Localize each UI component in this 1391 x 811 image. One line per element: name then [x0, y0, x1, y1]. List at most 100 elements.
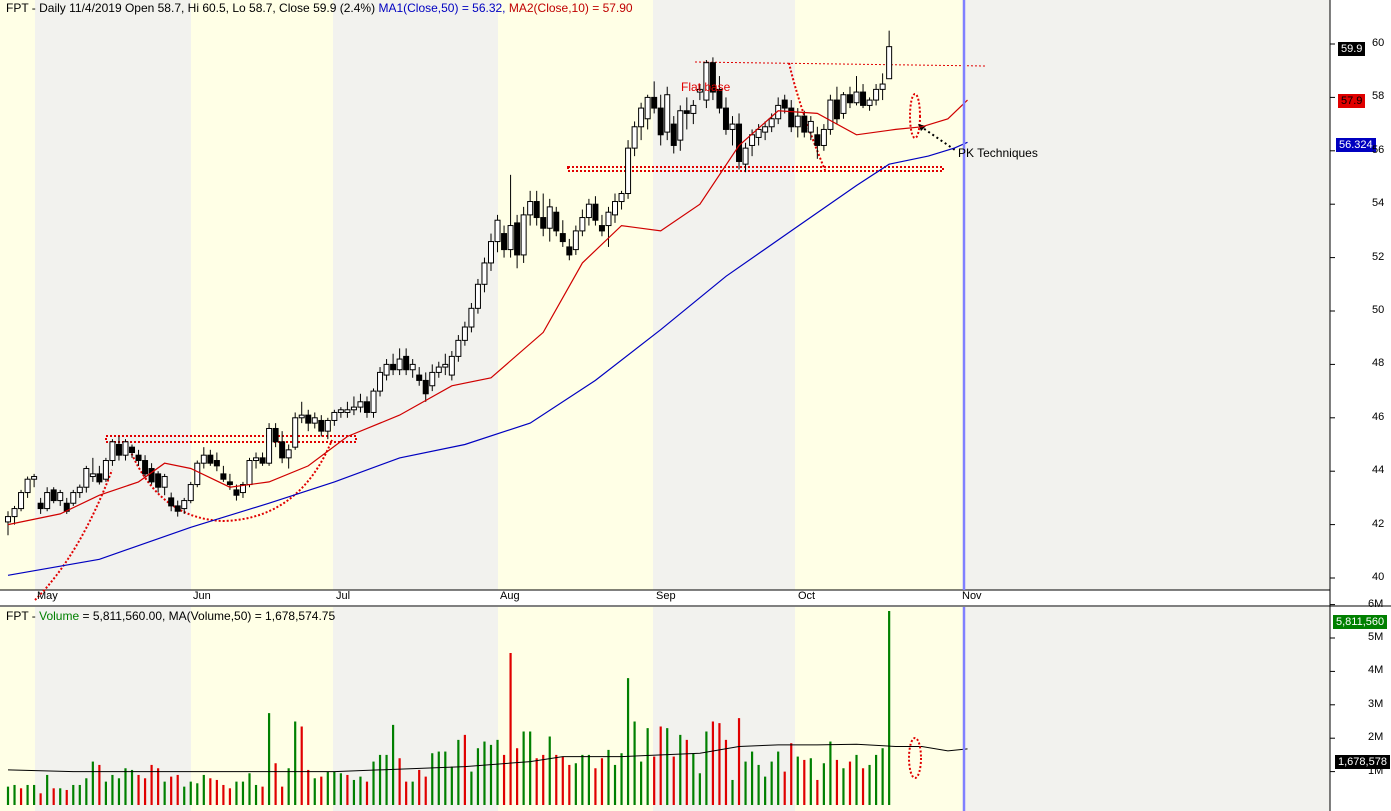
candle — [357, 393, 364, 413]
candle-body — [553, 211, 560, 232]
candle — [729, 116, 736, 146]
candle — [31, 473, 38, 488]
candle — [383, 359, 390, 381]
candle — [553, 206, 560, 237]
volume-tick: 2M — [1368, 731, 1384, 744]
candle — [155, 471, 162, 493]
ma10-header: MA2(Close,10) = 57.90 — [508, 1, 633, 15]
candle-body — [559, 233, 566, 243]
candle-body — [168, 497, 175, 507]
candle — [514, 214, 521, 269]
candle-body — [331, 411, 338, 421]
candle-body — [572, 230, 579, 251]
candle-body — [187, 484, 194, 502]
candle-body — [44, 492, 51, 510]
candle — [239, 481, 246, 498]
candle — [57, 489, 64, 506]
candle-body — [696, 88, 703, 93]
candle-body — [83, 468, 90, 488]
candle-body — [520, 214, 527, 256]
price-header-text: FPT - Daily 11/4/2019 Open 58.7, Hi 60.5… — [6, 1, 376, 15]
candle — [429, 364, 436, 392]
candle-body — [703, 62, 710, 101]
candle-body — [566, 246, 573, 256]
candle — [213, 452, 220, 472]
price-shade-4 — [498, 0, 653, 590]
candle-body — [742, 147, 749, 165]
candle — [690, 100, 697, 125]
candle-body — [350, 406, 357, 411]
resistance-line — [694, 61, 986, 67]
candle-body — [533, 201, 540, 219]
candle — [703, 60, 710, 109]
candle-body — [527, 201, 534, 216]
candle — [533, 190, 540, 226]
candle-body — [827, 99, 834, 130]
candle-body — [846, 94, 853, 104]
candle — [246, 457, 253, 488]
candle — [142, 455, 149, 477]
volume-shade-2 — [191, 607, 333, 811]
ma50-line — [7, 141, 968, 576]
candle-body — [592, 203, 599, 221]
candle — [612, 193, 619, 223]
month-label: Jun — [193, 590, 211, 602]
candle — [220, 465, 227, 482]
candle — [762, 121, 769, 141]
candle-body — [200, 454, 207, 464]
candle-body — [337, 409, 344, 413]
price-tick: 56 — [1372, 143, 1385, 156]
candle — [507, 174, 514, 258]
volume-ma — [7, 737, 968, 779]
volume-shade-6 — [795, 607, 963, 811]
candle — [585, 198, 592, 226]
candle-body — [507, 225, 514, 251]
candle-body — [651, 96, 658, 109]
candle-body — [853, 91, 860, 104]
candle-body — [546, 206, 553, 229]
candle-body — [755, 128, 762, 138]
candle — [89, 457, 96, 482]
candle — [677, 105, 684, 151]
candle-body — [716, 88, 723, 109]
candle — [448, 351, 455, 381]
candle-body — [285, 449, 292, 459]
candlesticks — [5, 30, 893, 536]
volume-bars — [6, 610, 891, 805]
volume-tick: 3M — [1368, 697, 1384, 710]
volume-header: FPT - Volume = 5,811,560.00, MA(Volume,5… — [6, 609, 335, 623]
candle — [96, 465, 103, 485]
candle — [422, 372, 429, 402]
candle-body — [57, 492, 64, 502]
candle — [794, 108, 801, 138]
candle-body — [207, 454, 214, 464]
close-price-tag: 59.9 — [1338, 42, 1366, 56]
candle-body — [194, 462, 201, 486]
candle-body — [324, 419, 331, 432]
flat-base-label: Flat base — [681, 80, 731, 94]
candle-body — [37, 502, 44, 510]
candle — [683, 97, 690, 130]
decline-line — [788, 62, 826, 171]
price-tick: 44 — [1372, 464, 1385, 477]
candle-body — [422, 379, 429, 395]
volume-tick: 4M — [1368, 664, 1384, 677]
candle — [468, 302, 475, 333]
candle — [135, 449, 142, 466]
candle-body — [801, 115, 808, 133]
candle-body — [442, 363, 449, 368]
candle — [194, 460, 201, 488]
candle — [279, 431, 286, 464]
candle-body — [363, 401, 370, 413]
candle — [801, 110, 808, 138]
candle-body — [657, 107, 664, 136]
candle-body — [598, 225, 605, 232]
candle-body — [461, 326, 468, 341]
candle — [37, 497, 44, 514]
candle-body — [644, 96, 651, 120]
price-tick: 54 — [1372, 197, 1385, 210]
candle — [788, 100, 795, 133]
candle-body — [781, 99, 788, 109]
candle-body — [5, 516, 11, 523]
